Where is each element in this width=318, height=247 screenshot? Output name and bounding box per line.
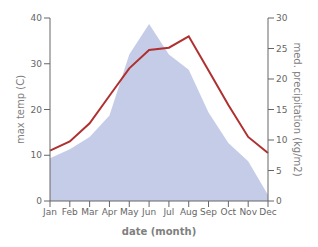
- svg-text:25: 25: [276, 44, 287, 54]
- svg-text:date (month): date (month): [122, 226, 196, 237]
- svg-text:0: 0: [276, 196, 282, 206]
- svg-text:max temp (C): max temp (C): [15, 75, 26, 144]
- svg-text:Aug: Aug: [180, 207, 198, 217]
- svg-text:Jun: Jun: [141, 207, 156, 217]
- svg-text:Feb: Feb: [62, 207, 78, 217]
- svg-text:Oct: Oct: [221, 207, 237, 217]
- svg-text:Sep: Sep: [200, 207, 217, 217]
- svg-text:10: 10: [31, 150, 43, 160]
- svg-text:med. precipitation (kg/m2): med. precipitation (kg/m2): [292, 42, 303, 176]
- svg-text:0: 0: [36, 196, 42, 206]
- svg-text:Apr: Apr: [102, 207, 118, 217]
- svg-text:Dec: Dec: [259, 207, 276, 217]
- svg-text:Nov: Nov: [239, 207, 257, 217]
- svg-text:20: 20: [276, 74, 288, 84]
- svg-text:10: 10: [276, 135, 288, 145]
- svg-text:Mar: Mar: [81, 207, 98, 217]
- svg-text:30: 30: [31, 59, 43, 69]
- svg-text:40: 40: [31, 13, 43, 23]
- svg-text:20: 20: [31, 105, 43, 115]
- svg-text:Jul: Jul: [162, 207, 174, 217]
- svg-text:15: 15: [276, 105, 287, 115]
- svg-text:Jan: Jan: [42, 207, 57, 217]
- svg-text:30: 30: [276, 13, 288, 23]
- svg-text:May: May: [120, 207, 139, 217]
- svg-text:5: 5: [276, 166, 282, 176]
